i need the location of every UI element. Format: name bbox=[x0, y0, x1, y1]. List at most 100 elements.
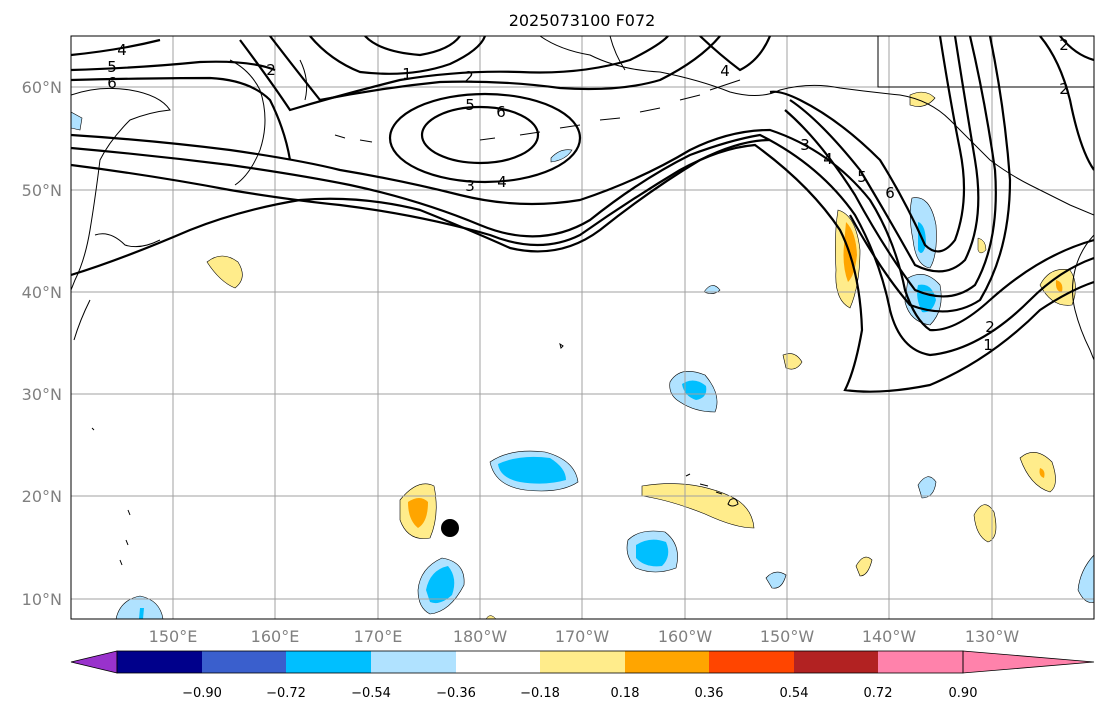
shade-yellow bbox=[973, 504, 997, 543]
shade-light-blue bbox=[765, 571, 787, 589]
shade-blue bbox=[139, 608, 144, 619]
colorbar-tick-label: 0.54 bbox=[780, 686, 809, 701]
colorbar-tick-label: −0.36 bbox=[436, 686, 476, 701]
lon-label: 170°W bbox=[555, 627, 610, 646]
contour-trough-c bbox=[784, 36, 997, 298]
contour-label: 5 bbox=[107, 58, 117, 76]
contour-label: 3 bbox=[800, 136, 810, 154]
contour-4-top bbox=[699, 36, 772, 72]
colorbar-frame bbox=[116, 650, 964, 674]
colorbar-extend-right bbox=[962, 650, 1095, 674]
colorbar-tick-label: −0.54 bbox=[351, 686, 391, 701]
lon-label: 180°W bbox=[453, 627, 508, 646]
lat-label: 50°N bbox=[22, 181, 62, 200]
contour-trough-a bbox=[769, 36, 966, 253]
contour-5-tl bbox=[71, 60, 276, 72]
shade-light-blue bbox=[917, 476, 937, 499]
coast-kamchatka bbox=[229, 59, 266, 186]
coast-alaska-west bbox=[609, 36, 626, 71]
colorbar-segment bbox=[878, 651, 963, 673]
contour-2-tr-b bbox=[1059, 36, 1094, 62]
coast-alaska bbox=[539, 36, 1094, 216]
coast-kuril bbox=[94, 233, 161, 248]
lat-label: 60°N bbox=[22, 78, 62, 97]
shade-blue bbox=[498, 456, 566, 484]
map-title: 2025073100 F072 bbox=[509, 11, 656, 30]
colorbar-tick-label: 0.18 bbox=[611, 686, 640, 701]
coast-na-west bbox=[1072, 234, 1094, 361]
contour-label: 2 bbox=[464, 68, 474, 86]
longitude-labels: 150°E 160°E 170°E 180°W 170°W 160°W 150°… bbox=[149, 627, 1020, 646]
colorbar-segment bbox=[625, 651, 709, 673]
contour-label: 2 bbox=[1059, 80, 1069, 98]
colorbar-segment bbox=[456, 651, 540, 673]
contour-labels: 4 5 6 2 1 2 5 6 3 4 4 3 4 5 6 2 2 2 1 bbox=[107, 36, 1069, 354]
contour-label: 6 bbox=[496, 103, 506, 121]
coast-japan bbox=[73, 299, 91, 341]
shade-yellow bbox=[909, 91, 936, 107]
lat-label: 40°N bbox=[22, 283, 62, 302]
contour-trough-d bbox=[849, 36, 1012, 313]
contour-4 bbox=[71, 128, 1094, 332]
lon-label: 140°W bbox=[862, 627, 917, 646]
shade-yellow bbox=[782, 353, 803, 370]
lon-label: 130°W bbox=[965, 627, 1020, 646]
contour-label: 1 bbox=[402, 65, 412, 83]
contour-2-tr bbox=[1039, 36, 1094, 171]
colorbar-segment bbox=[286, 651, 371, 673]
contour-label: 4 bbox=[497, 173, 507, 191]
border-canada bbox=[877, 36, 1094, 88]
contour-6-tl bbox=[71, 76, 292, 161]
colorbar-segment bbox=[794, 651, 878, 673]
colorbar-segment bbox=[540, 651, 625, 673]
island bbox=[559, 342, 564, 349]
contour-label: 4 bbox=[823, 150, 833, 168]
coast-hawaii bbox=[685, 473, 739, 507]
colorbar: −0.90 −0.72 −0.54 −0.36 −0.18 0.18 0.36 … bbox=[70, 650, 1095, 701]
colorbar-tick-label: 0.72 bbox=[864, 686, 893, 701]
lon-label: 150°E bbox=[149, 627, 198, 646]
colorbar-segment bbox=[117, 651, 202, 673]
contour-label: 1 bbox=[983, 336, 993, 354]
colorbar-tick-label: −0.18 bbox=[520, 686, 560, 701]
coastlines bbox=[71, 36, 1094, 566]
shade-light-blue bbox=[550, 149, 573, 163]
shade-yellow bbox=[641, 483, 755, 529]
shade-yellow bbox=[206, 255, 243, 289]
contour-label: 3 bbox=[465, 177, 475, 195]
shade-light-blue bbox=[71, 111, 83, 131]
colorbar-tick-label: −0.90 bbox=[182, 686, 222, 701]
latitude-labels: 60°N 50°N 40°N 30°N 20°N 10°N bbox=[22, 78, 62, 609]
shade-orange bbox=[1055, 280, 1063, 292]
colorbar-tick-label: 0.36 bbox=[695, 686, 724, 701]
shade-blue bbox=[682, 380, 707, 400]
gridlines bbox=[71, 36, 1094, 619]
contour-1-top bbox=[239, 36, 669, 112]
shade-blue bbox=[426, 566, 455, 604]
colorbar-segment bbox=[371, 651, 456, 673]
colorbar-tick-label: 0.90 bbox=[949, 686, 978, 701]
contour-label: 2 bbox=[985, 318, 995, 336]
contour-2 bbox=[71, 143, 1094, 393]
lat-label: 30°N bbox=[22, 385, 62, 404]
contour-5 bbox=[388, 92, 582, 184]
colorbar-extend-left bbox=[70, 650, 118, 674]
contour-label: 5 bbox=[857, 168, 867, 186]
contour-3 bbox=[71, 133, 1094, 357]
shade-light-blue bbox=[115, 595, 164, 619]
contour-label: 2 bbox=[1059, 36, 1069, 54]
coast-asia bbox=[71, 87, 171, 291]
island bbox=[119, 509, 131, 566]
contours bbox=[71, 36, 1094, 393]
shade-blue bbox=[636, 539, 669, 567]
shade-orange bbox=[408, 498, 428, 528]
shade-yellow bbox=[977, 237, 987, 254]
contour-4-tl bbox=[71, 38, 161, 57]
contour-1-inner bbox=[309, 36, 487, 75]
lon-label: 150°W bbox=[760, 627, 815, 646]
colorbar-segment bbox=[709, 651, 794, 673]
island bbox=[91, 427, 95, 431]
colorbar-segment bbox=[202, 651, 286, 673]
shade-orange bbox=[1039, 468, 1045, 478]
shade-yellow bbox=[1019, 452, 1056, 493]
